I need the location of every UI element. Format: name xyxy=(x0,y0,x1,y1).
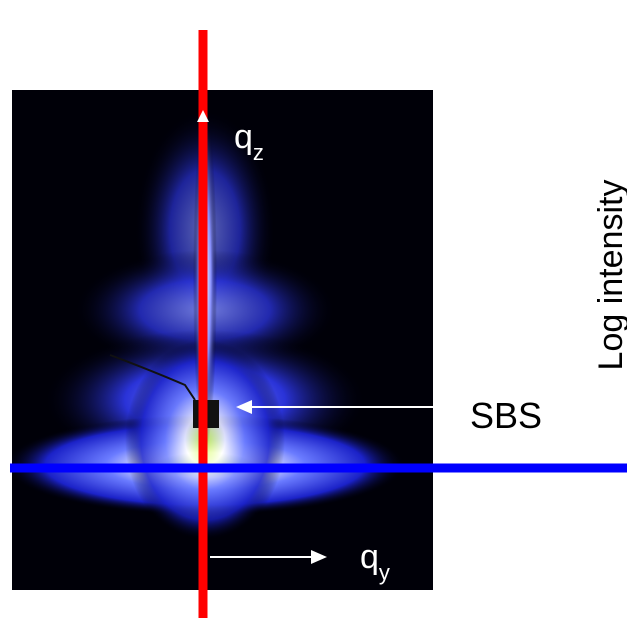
sbs-label: SBS xyxy=(470,395,542,436)
page: qz qy SBS Log intensity (() => { const d… xyxy=(0,0,627,618)
qy-base: q xyxy=(360,538,379,576)
colorbar-label: Log intensity xyxy=(592,180,627,371)
qz-subscript: z xyxy=(253,140,264,165)
qy-subscript: y xyxy=(379,560,390,585)
figure: qz qy SBS Log intensity xyxy=(0,0,627,618)
qz-base: q xyxy=(234,118,253,156)
